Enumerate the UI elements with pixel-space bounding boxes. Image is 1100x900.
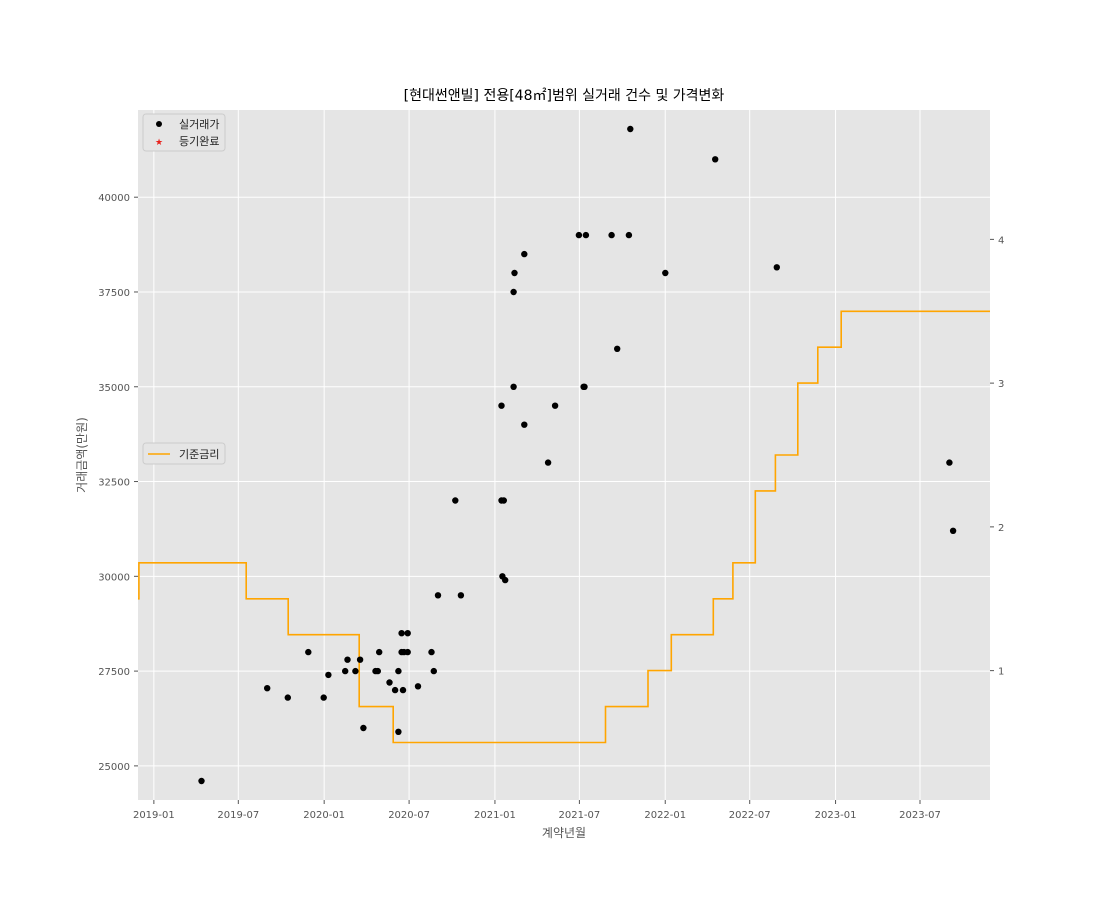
rate-step-line xyxy=(138,310,990,744)
price-point xyxy=(395,728,402,735)
x-tick-label: 2021-01 xyxy=(474,810,516,821)
x-tick-label: 2019-01 xyxy=(133,810,175,821)
x-tick-label: 2023-07 xyxy=(899,810,941,821)
legend-top: 실거래가 ★ 등기완료 xyxy=(142,113,226,152)
price-point xyxy=(404,648,411,656)
price-point xyxy=(399,686,407,694)
price-point xyxy=(581,383,588,390)
price-point xyxy=(575,231,583,239)
x-tick-label: 2020-01 xyxy=(303,810,345,821)
price-point xyxy=(457,592,465,599)
price-point xyxy=(414,683,422,690)
price-point xyxy=(305,648,312,656)
y2-axis: 1 2 3 4 xyxy=(990,235,1004,678)
price-point xyxy=(614,345,621,352)
y-tick-label: 25000 xyxy=(98,762,130,773)
x-tick-label: 2020-07 xyxy=(388,810,430,821)
y-tick-label: 32500 xyxy=(98,478,130,489)
y-tick-label: 37500 xyxy=(98,288,130,299)
price-point xyxy=(264,685,271,692)
legend-top-box xyxy=(142,113,226,152)
price-point xyxy=(198,777,205,785)
gridlines xyxy=(138,110,990,800)
rate-series xyxy=(138,310,990,744)
price-point xyxy=(510,288,517,296)
y2-tick-label: 2 xyxy=(998,523,1004,534)
x-tick-label: 2023-01 xyxy=(815,810,857,821)
y2-tick-label: 1 xyxy=(998,667,1004,678)
y-tick-label: 27500 xyxy=(98,667,130,678)
price-point xyxy=(395,667,402,675)
price-point xyxy=(342,667,349,675)
price-point xyxy=(773,264,780,271)
price-point xyxy=(452,497,459,504)
price-series xyxy=(198,125,957,785)
price-point xyxy=(608,231,615,239)
chart-title: [현대썬앤빌] 전용[48㎡]범위 실거래 건수 및 가격변화 xyxy=(404,88,725,104)
y2-tick-label: 4 xyxy=(998,235,1004,246)
legend-label-price: 실거래가 xyxy=(179,118,219,131)
y-tick-label: 35000 xyxy=(98,383,130,394)
price-point xyxy=(344,656,351,663)
price-point xyxy=(404,630,411,637)
price-point xyxy=(376,648,383,656)
price-point xyxy=(284,694,291,701)
price-point xyxy=(946,459,953,466)
price-point xyxy=(551,402,559,409)
price-point xyxy=(428,648,435,656)
plot-area xyxy=(138,110,990,800)
price-point xyxy=(521,421,528,428)
x-tick-label: 2019-07 xyxy=(217,810,259,821)
price-point xyxy=(521,250,528,258)
legend-marker-price xyxy=(156,121,162,127)
price-point xyxy=(356,656,364,663)
price-point xyxy=(712,156,719,163)
price-point xyxy=(398,630,405,637)
price-point xyxy=(662,269,669,277)
price-point xyxy=(360,724,367,732)
y-axis-label: 거래금액(만원) xyxy=(75,417,89,493)
price-point xyxy=(320,694,327,701)
x-tick-label: 2022-01 xyxy=(644,810,686,821)
y-axis: 25000 27500 30000 32500 35000 37500 40000 xyxy=(98,193,138,773)
price-point xyxy=(949,527,957,534)
legend-label-registered: 등기완료 xyxy=(179,135,219,148)
price-point xyxy=(502,576,509,584)
price-point xyxy=(430,667,437,675)
price-point xyxy=(352,667,359,675)
y-tick-label: 30000 xyxy=(98,572,130,583)
price-point xyxy=(498,402,505,409)
price-point xyxy=(434,592,442,599)
price-point xyxy=(510,383,517,390)
y-tick-label: 40000 xyxy=(98,193,130,204)
price-point xyxy=(544,459,552,466)
y2-tick-label: 3 xyxy=(998,379,1004,390)
legend-mid-box xyxy=(142,442,226,465)
price-point xyxy=(582,231,590,239)
price-point xyxy=(325,671,332,679)
legend-mid: 기준금리 xyxy=(142,442,226,465)
price-point xyxy=(374,667,381,675)
x-axis: 2019-01 2019-07 2020-01 2020-07 2021-01 2021-… xyxy=(133,800,941,821)
legend-label-rate: 기준금리 xyxy=(179,448,219,461)
price-point xyxy=(500,497,507,504)
x-tick-label: 2022-07 xyxy=(729,810,771,821)
price-point xyxy=(511,269,518,277)
x-tick-label: 2021-07 xyxy=(558,810,600,821)
price-point xyxy=(391,686,399,694)
price-point xyxy=(386,679,393,686)
price-point xyxy=(625,231,633,239)
x-axis-label: 계약년월 xyxy=(542,825,586,840)
legend-marker-registered: ★ xyxy=(155,138,163,148)
price-point xyxy=(627,125,634,133)
